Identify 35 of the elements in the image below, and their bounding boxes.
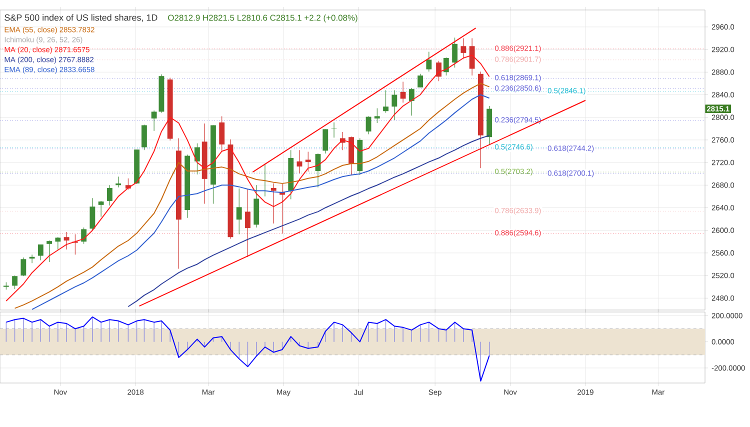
candlestick [469, 38, 475, 76]
candlestick [426, 51, 432, 72]
candlestick [12, 275, 18, 290]
candlestick [38, 244, 44, 261]
candlestick [98, 200, 104, 218]
candlestick [418, 74, 424, 88]
candlestick [322, 128, 328, 154]
candlestick [296, 150, 302, 174]
candlestick [90, 198, 96, 231]
candlestick [64, 232, 70, 250]
candlestick [366, 116, 372, 135]
candlestick [151, 110, 157, 132]
candlestick [236, 188, 242, 235]
candlestick [436, 60, 442, 82]
text: O2812.9 H2821.5 L2810.6 C2815.1 +2.2 (+0.08%) [168, 14, 358, 22]
candlestick [452, 37, 458, 68]
chart-title: S&P 500 index of US listed shares, 1D [4, 14, 158, 22]
candlestick [46, 240, 52, 262]
candlestick [55, 236, 61, 250]
candlestick [141, 124, 147, 150]
candlestick [106, 184, 112, 206]
candlestick [408, 88, 414, 116]
candlestick [270, 183, 276, 224]
candlestick [460, 38, 466, 59]
candlestick [374, 108, 380, 124]
candlestick [219, 116, 225, 151]
candlestick [400, 81, 406, 103]
candlestick [305, 152, 311, 172]
line-series [6, 316, 490, 382]
candlestick [245, 188, 250, 258]
candlestick [20, 257, 26, 276]
candlestick [81, 227, 87, 244]
candlestick [383, 90, 388, 114]
candlestick [392, 90, 398, 120]
candlestick [194, 143, 200, 175]
